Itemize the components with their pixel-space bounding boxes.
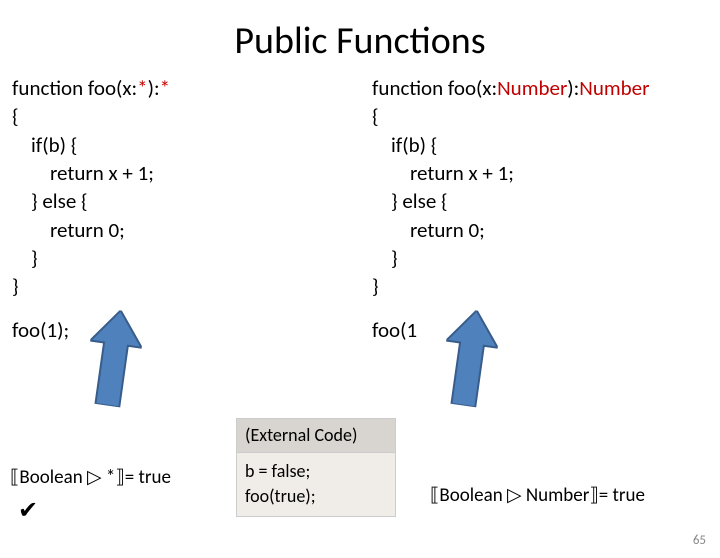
right-code: function foo(x:Number):Number { if(b) { …: [360, 74, 720, 301]
l2: {: [372, 103, 379, 129]
l8: }: [372, 273, 379, 299]
l4: return x + 1;: [12, 160, 154, 186]
l7: }: [372, 245, 398, 271]
slide-number: 65: [693, 533, 706, 548]
sig-type2: Number: [579, 75, 649, 101]
l4: return x + 1;: [372, 160, 514, 186]
l2: {: [12, 103, 19, 129]
l8: }: [12, 273, 19, 299]
right-call: foo(1: [360, 317, 720, 343]
sig-type1: *: [137, 75, 147, 101]
sig-prefix: function foo(x:: [12, 75, 137, 101]
l6: return 0;: [12, 217, 125, 243]
l5: } else {: [372, 188, 448, 214]
l3: if(b) {: [12, 132, 77, 158]
sig-type1: Number: [497, 75, 567, 101]
l7: }: [12, 245, 38, 271]
page-title: Public Functions: [0, 18, 720, 64]
checkmark-icon: ✔: [18, 496, 38, 525]
assertion-right: ⟦Boolean ▷ Number⟧= true: [430, 484, 645, 507]
l5: } else {: [12, 188, 88, 214]
left-call: foo(1);: [0, 317, 360, 343]
external-code-header: (External Code): [237, 419, 395, 453]
ext-line-2: foo(true);: [245, 484, 387, 509]
sig-mid: ):: [567, 75, 579, 101]
sig-type2: *: [160, 75, 170, 101]
l3: if(b) {: [372, 132, 437, 158]
sig-mid: ):: [148, 75, 160, 101]
external-code-body: b = false; foo(true);: [237, 453, 395, 515]
ext-line-1: b = false;: [245, 459, 387, 484]
assertion-left: ⟦Boolean ▷ *⟧= true: [10, 466, 171, 489]
external-code-box: (External Code) b = false; foo(true);: [236, 418, 396, 517]
code-columns: function foo(x:*):* { if(b) { return x +…: [0, 74, 720, 301]
l6: return 0;: [372, 217, 485, 243]
sig-prefix: function foo(x:: [372, 75, 497, 101]
left-code: function foo(x:*):* { if(b) { return x +…: [0, 74, 360, 301]
